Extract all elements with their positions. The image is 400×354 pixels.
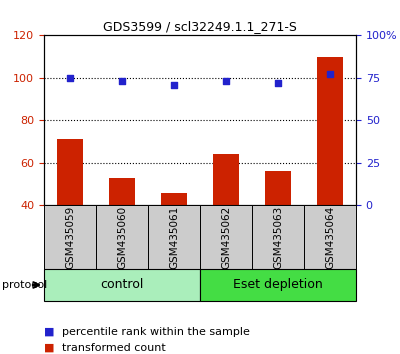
Bar [200,205,252,269]
Title: GDS3599 / scl32249.1.1_271-S: GDS3599 / scl32249.1.1_271-S [103,20,297,33]
Point [327,72,333,77]
Point [171,82,177,87]
Point [275,80,281,86]
Text: ■: ■ [44,343,54,353]
Bar [252,205,304,269]
Text: GSM435059: GSM435059 [65,206,75,269]
Text: ■: ■ [44,327,54,337]
Text: GSM435062: GSM435062 [221,206,231,269]
Text: GSM435060: GSM435060 [117,206,127,269]
Text: percentile rank within the sample: percentile rank within the sample [62,327,250,337]
Bar [200,269,356,301]
Bar [44,269,200,301]
Bar [213,154,239,205]
Text: transformed count: transformed count [62,343,166,353]
Point [223,79,229,84]
Point [119,79,125,84]
Bar [161,193,187,205]
Bar [96,205,148,269]
Bar [57,139,83,205]
Text: Eset depletion: Eset depletion [233,279,323,291]
Bar [109,178,135,205]
Text: GSM435063: GSM435063 [273,206,283,269]
Point [67,75,73,81]
Bar [44,205,96,269]
Bar [304,205,356,269]
Text: GSM435064: GSM435064 [325,206,335,269]
Bar [317,57,343,205]
Bar [265,171,291,205]
Text: protocol: protocol [2,280,47,290]
Text: GSM435061: GSM435061 [169,206,179,269]
Text: control: control [100,279,144,291]
Bar [148,205,200,269]
